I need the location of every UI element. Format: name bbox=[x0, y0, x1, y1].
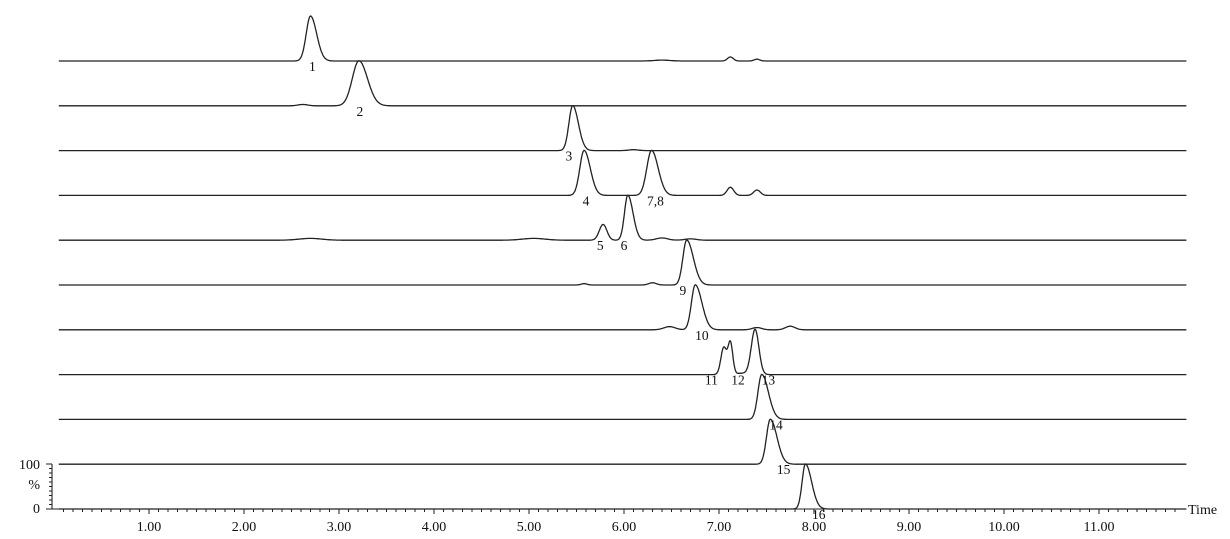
x-axis-tick-labels: 1.00 2.00 3.00 4.00 5.00 6.00 7.00 8.00 9.00 10.0… bbox=[137, 520, 1115, 535]
trace-10 bbox=[58, 418, 1187, 465]
y-axis: 100 % 0 bbox=[19, 458, 53, 517]
x-axis-label: Time bbox=[1188, 503, 1217, 518]
peak-label-6: 6 bbox=[621, 238, 628, 253]
x-tick-label: 7.00 bbox=[707, 520, 732, 535]
peak-label-12: 12 bbox=[731, 373, 745, 388]
y-tick-label-100: 100 bbox=[19, 458, 40, 473]
x-tick-label: 8.00 bbox=[802, 520, 827, 535]
x-tick-label: 10.00 bbox=[988, 520, 1020, 535]
peak-label-4: 4 bbox=[583, 193, 590, 208]
x-tick-label: 3.00 bbox=[327, 520, 352, 535]
peak-label-16: 16 bbox=[812, 507, 826, 522]
trace-2 bbox=[58, 60, 1187, 107]
peak-label-15: 15 bbox=[777, 462, 791, 477]
peak-label-2: 2 bbox=[357, 104, 364, 119]
peak-label-10: 10 bbox=[695, 328, 709, 343]
trace-5 bbox=[58, 194, 1187, 241]
x-tick-label: 5.00 bbox=[517, 520, 542, 535]
peak-label-14: 14 bbox=[769, 417, 783, 432]
trace-7 bbox=[58, 284, 1187, 331]
chromatogram-traces bbox=[58, 15, 1187, 510]
peak-label-3: 3 bbox=[566, 149, 573, 164]
peak-label-11: 11 bbox=[705, 373, 718, 388]
x-tick-label: 9.00 bbox=[897, 520, 922, 535]
peak-label-7-8: 7,8 bbox=[647, 193, 664, 208]
trace-9 bbox=[58, 373, 1187, 421]
x-axis: 1.00 2.00 3.00 4.00 5.00 6.00 7.00 8.00 9.00 10.0… bbox=[52, 503, 1217, 535]
x-axis-ticks bbox=[63, 509, 1176, 514]
trace-6 bbox=[58, 239, 1187, 286]
y-axis-label: % bbox=[28, 478, 40, 493]
trace-1 bbox=[58, 15, 1187, 62]
x-tick-label: 11.00 bbox=[1084, 520, 1115, 535]
x-tick-label: 4.00 bbox=[422, 520, 447, 535]
peak-label-1: 1 bbox=[309, 59, 316, 74]
y-axis-minor-ticks bbox=[46, 463, 52, 510]
peak-label-5: 5 bbox=[597, 238, 604, 253]
x-tick-label: 2.00 bbox=[232, 520, 257, 535]
y-tick-label-0: 0 bbox=[33, 502, 40, 517]
trace-3 bbox=[58, 104, 1187, 152]
peak-label-13: 13 bbox=[762, 373, 776, 388]
x-tick-label: 1.00 bbox=[137, 520, 162, 535]
trace-11 bbox=[58, 463, 1187, 510]
trace-8 bbox=[58, 328, 1187, 376]
x-tick-label: 6.00 bbox=[612, 520, 637, 535]
trace-4 bbox=[58, 149, 1187, 197]
peak-label-9: 9 bbox=[680, 283, 687, 298]
